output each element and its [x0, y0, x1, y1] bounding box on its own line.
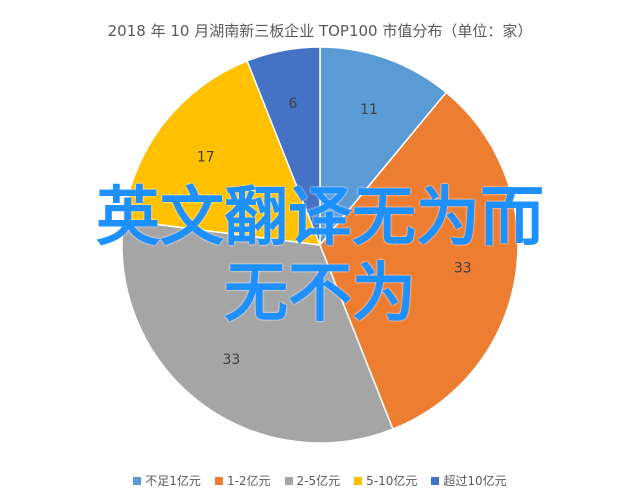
pie-data-labels: 11 33 33 17 6: [197, 96, 472, 368]
pie-chart: 11 33 33 17 6: [121, 46, 519, 444]
legend-item-3: 5-10亿元: [354, 472, 417, 489]
legend-swatch-4: [431, 476, 440, 485]
watermark-overlay-text: 英文翻译无为而 无不为: [0, 180, 640, 332]
pie-data-label-1: 33: [454, 261, 472, 277]
watermark-line-1: 英文翻译无为而: [96, 181, 544, 255]
legend-item-4: 超过10亿元: [431, 472, 507, 489]
legend-swatch-0: [133, 476, 142, 485]
pie-slice-0: [319, 46, 448, 248]
legend-label-2: 2-5亿元: [296, 474, 341, 488]
pie-slice-1: [319, 91, 519, 431]
chart-legend: 不足1亿元 1-2亿元 2-5亿元 5-10亿元 超过10亿元: [0, 472, 640, 489]
pie-slice-2: [121, 219, 394, 444]
pie-slice-4: [246, 46, 321, 246]
legend-swatch-3: [354, 476, 363, 485]
legend-item-1: 1-2亿元: [214, 472, 271, 489]
legend-label-0: 不足1亿元: [145, 474, 201, 488]
legend-label-3: 5-10亿元: [366, 474, 418, 488]
legend-swatch-1: [214, 476, 223, 485]
pie-data-label-3: 17: [197, 149, 215, 165]
watermark-line-2: 无不为: [224, 257, 416, 331]
legend-label-4: 超过10亿元: [443, 474, 507, 488]
legend-swatch-2: [284, 476, 293, 485]
legend-label-1: 1-2亿元: [226, 474, 271, 488]
chart-title: 2018 年 10 月湖南新三板企业 TOP100 市值分布（单位：家）: [107, 22, 533, 40]
pie-data-label-4: 6: [288, 96, 297, 112]
legend-item-0: 不足1亿元: [133, 472, 201, 489]
pie-slice-3: [122, 59, 322, 246]
pie-data-label-2: 33: [222, 352, 240, 368]
pie-slices: [121, 46, 519, 444]
legend-item-2: 2-5亿元: [284, 472, 341, 489]
pie-data-label-0: 11: [360, 102, 378, 118]
